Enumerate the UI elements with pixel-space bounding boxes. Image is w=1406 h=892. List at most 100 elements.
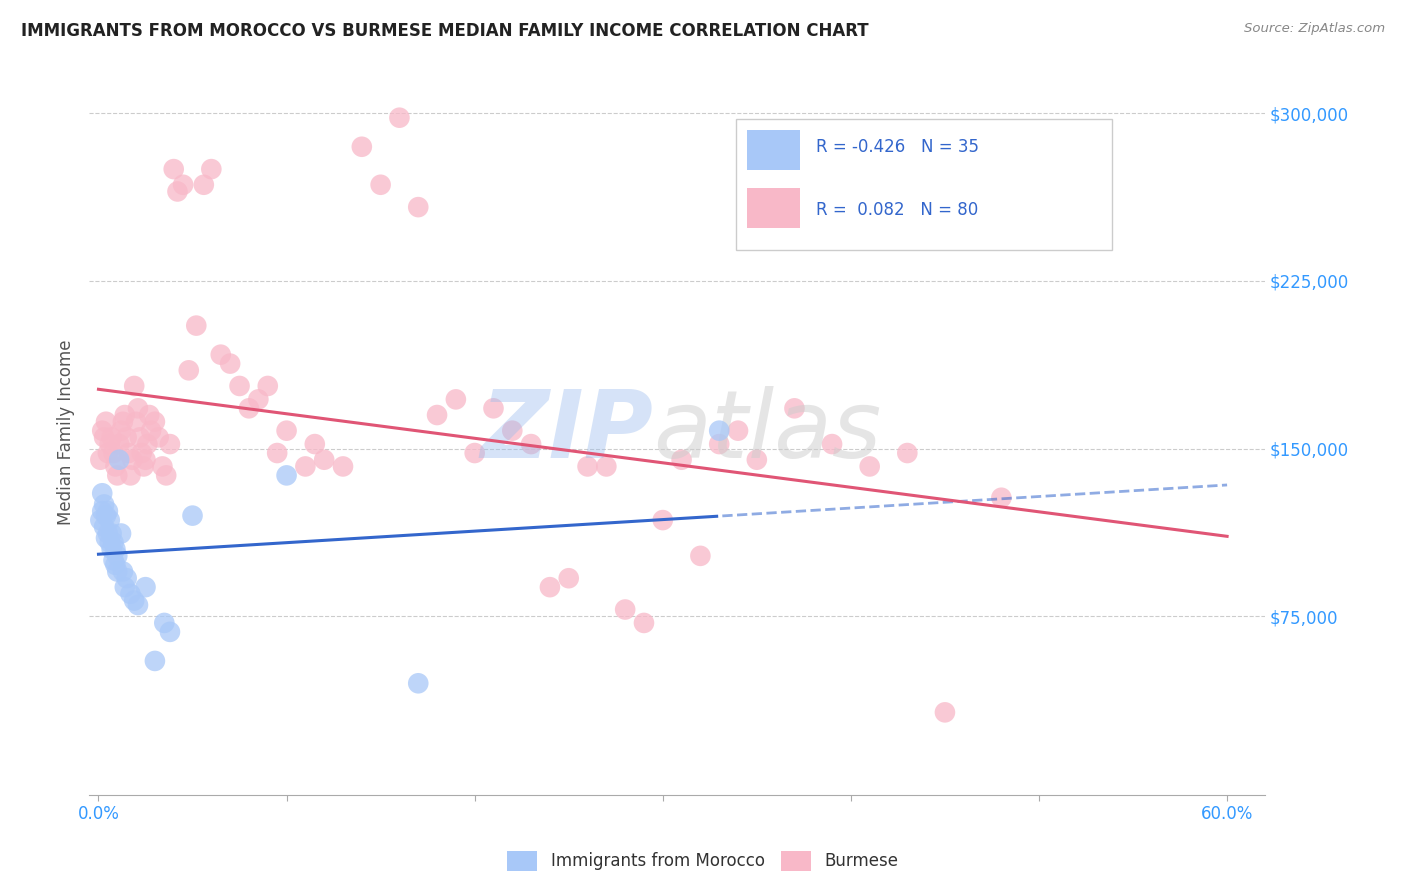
Point: [228, 379, 250, 393]
Point: [304, 437, 326, 451]
Point: [105, 565, 128, 579]
Point: [100, 542, 122, 557]
Point: [127, 401, 149, 416]
Point: [134, 580, 156, 594]
Point: [138, 408, 160, 422]
Point: [115, 571, 138, 585]
Point: [93, 520, 115, 534]
Point: [501, 424, 523, 438]
Point: [406, 676, 429, 690]
Point: [152, 459, 174, 474]
Point: [148, 430, 170, 444]
Point: [181, 508, 204, 523]
Point: [896, 446, 918, 460]
Point: [558, 571, 581, 585]
Point: [727, 424, 749, 438]
Point: [193, 178, 215, 192]
Point: [122, 593, 145, 607]
Point: [709, 437, 731, 451]
Point: [110, 526, 132, 541]
Point: [276, 424, 298, 438]
Point: [153, 615, 176, 630]
Point: [91, 486, 114, 500]
Point: [110, 424, 132, 438]
Point: [91, 424, 114, 438]
Y-axis label: Median Family Income: Median Family Income: [58, 339, 75, 524]
Point: [671, 452, 693, 467]
Point: [633, 615, 655, 630]
Point: [314, 452, 336, 467]
Point: [127, 598, 149, 612]
Point: [266, 446, 288, 460]
Point: [934, 706, 956, 720]
Point: [444, 392, 467, 407]
Point: [159, 624, 181, 639]
Point: [388, 111, 411, 125]
Point: [89, 452, 111, 467]
Point: [114, 580, 136, 594]
Point: [89, 513, 111, 527]
Text: R =  0.082   N = 80: R = 0.082 N = 80: [815, 202, 977, 219]
Point: [97, 526, 120, 541]
Point: [120, 468, 142, 483]
FancyBboxPatch shape: [748, 188, 800, 228]
Point: [406, 200, 429, 214]
Point: [94, 508, 117, 523]
Point: [94, 415, 117, 429]
Point: [111, 415, 134, 429]
Point: [93, 430, 115, 444]
Point: [172, 178, 194, 192]
Point: [98, 535, 121, 549]
Point: [332, 459, 354, 474]
Point: [122, 379, 145, 393]
Point: [859, 459, 882, 474]
Point: [520, 437, 543, 451]
Point: [117, 446, 139, 460]
Point: [120, 587, 142, 601]
Point: [91, 504, 114, 518]
Point: [139, 424, 162, 438]
Text: Source: ZipAtlas.com: Source: ZipAtlas.com: [1244, 22, 1385, 36]
Point: [783, 401, 806, 416]
Point: [105, 549, 128, 563]
Point: [131, 446, 153, 460]
Point: [426, 408, 449, 422]
Point: [155, 468, 177, 483]
Point: [689, 549, 711, 563]
Point: [247, 392, 270, 407]
Point: [159, 437, 181, 451]
Point: [128, 430, 150, 444]
Text: atlas: atlas: [654, 386, 882, 477]
Text: IMMIGRANTS FROM MOROCCO VS BURMESE MEDIAN FAMILY INCOME CORRELATION CHART: IMMIGRANTS FROM MOROCCO VS BURMESE MEDIA…: [21, 22, 869, 40]
Legend: Immigrants from Morocco, Burmese: Immigrants from Morocco, Burmese: [499, 842, 907, 880]
Point: [219, 357, 242, 371]
Point: [614, 602, 637, 616]
Point: [186, 318, 208, 333]
Point: [115, 430, 138, 444]
Point: [104, 459, 127, 474]
Point: [370, 178, 392, 192]
FancyBboxPatch shape: [735, 120, 1112, 250]
Point: [350, 140, 373, 154]
Point: [103, 535, 125, 549]
Point: [98, 437, 121, 451]
Point: [108, 437, 131, 451]
Point: [177, 363, 200, 377]
Point: [100, 430, 122, 444]
Point: [103, 446, 125, 460]
Point: [821, 437, 844, 451]
Point: [166, 185, 188, 199]
Point: [595, 459, 617, 474]
Point: [134, 452, 156, 467]
Point: [709, 424, 731, 438]
Text: ZIP: ZIP: [481, 386, 654, 478]
Point: [651, 513, 673, 527]
Point: [256, 379, 278, 393]
Point: [97, 504, 120, 518]
Point: [105, 468, 128, 483]
Point: [111, 565, 134, 579]
Text: R = -0.426   N = 35: R = -0.426 N = 35: [815, 138, 979, 156]
Point: [143, 654, 166, 668]
Point: [538, 580, 561, 594]
Point: [143, 415, 166, 429]
